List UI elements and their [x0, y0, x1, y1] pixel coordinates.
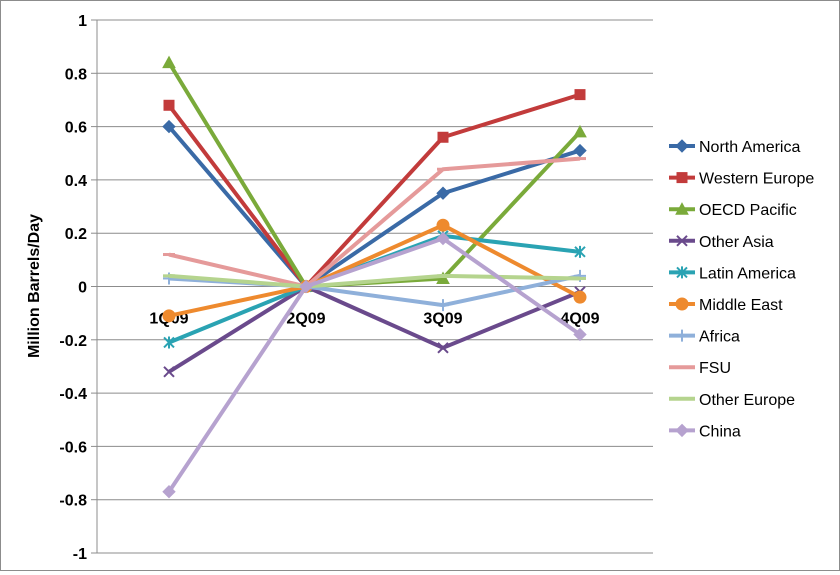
data-point [437, 299, 449, 312]
data-point [436, 186, 450, 200]
legend-label: North America [699, 139, 800, 156]
legend-item: Middle East [669, 297, 783, 314]
series-layer [162, 55, 587, 499]
legend-marker [675, 139, 689, 153]
series-china [162, 231, 587, 499]
y-tick-label: 0.4 [65, 173, 87, 190]
data-point [436, 218, 450, 232]
series-line [167, 92, 581, 289]
legend-marker [676, 235, 688, 247]
data-point [162, 484, 176, 499]
data-point [573, 290, 587, 304]
series-line [167, 125, 581, 289]
legend-label: Latin America [699, 265, 796, 282]
data-point [437, 131, 449, 143]
data-point [162, 119, 176, 134]
legend-item: Other Asia [669, 234, 774, 251]
y-tick-label: -0.8 [59, 493, 87, 510]
series-line [168, 273, 581, 289]
legend-item: FSU [669, 360, 731, 377]
data-point [299, 279, 313, 294]
series-line [167, 284, 581, 374]
series-middle-east [162, 218, 587, 323]
y-tick-label: 0.2 [65, 226, 87, 243]
y-tick-label: -0.4 [59, 386, 87, 403]
data-point [574, 89, 586, 101]
data-point [163, 366, 175, 378]
legend-marker [676, 329, 688, 342]
legend: North America Western Europe OECD Pacific O… [669, 139, 814, 440]
legend-item: Other Europe [669, 392, 795, 409]
legend-marker [675, 202, 689, 215]
data-point [573, 124, 587, 138]
y-tick-label: 0 [78, 280, 87, 297]
series-line [168, 223, 581, 318]
x-tick-label: 4Q09 [560, 311, 599, 328]
data-point [163, 336, 175, 349]
y-axis-label: Million Barrels/Day [26, 214, 43, 358]
y-tick-label: 0.8 [65, 66, 87, 83]
series-line [167, 61, 582, 289]
legend-marker [676, 266, 688, 279]
data-point [162, 309, 176, 323]
legend-label: OECD Pacific [699, 202, 797, 219]
legend-label: Other Europe [699, 392, 795, 409]
legend-label: Africa [699, 329, 740, 346]
legend-item: Africa [669, 329, 740, 346]
y-tick-label: -0.6 [59, 439, 87, 456]
legend-item: Western Europe [669, 171, 814, 188]
y-tick-label: -0.2 [59, 333, 87, 350]
legend-marker [675, 297, 689, 311]
legend-label: China [699, 423, 741, 440]
legend-label: Western Europe [699, 171, 814, 188]
data-point [162, 55, 176, 69]
legend-marker [675, 423, 689, 438]
legend-item: OECD Pacific [669, 202, 797, 219]
axes: -1-0.8-0.6-0.4-0.200.20.40.60.811Q092Q09… [59, 13, 653, 563]
legend-item: Latin America [669, 265, 796, 282]
y-tick-label: -1 [73, 546, 87, 563]
legend-item: North America [669, 139, 800, 156]
y-tick-label: 0.6 [65, 120, 87, 137]
series-line [167, 236, 582, 493]
data-point [574, 245, 586, 258]
data-point [573, 327, 587, 342]
data-point [437, 342, 449, 354]
legend-label: Other Asia [699, 234, 774, 251]
legend-marker [676, 172, 688, 184]
legend-label: Middle East [699, 297, 783, 314]
y-tick-label: 1 [78, 13, 87, 30]
legend-item: China [669, 423, 741, 440]
x-tick-label: 2Q09 [286, 311, 325, 328]
data-point [573, 143, 587, 158]
legend-label: FSU [699, 360, 731, 377]
data-point [163, 99, 175, 111]
series-line [168, 156, 581, 289]
data-point [436, 231, 450, 246]
x-tick-label: 3Q09 [423, 311, 462, 328]
series-other-europe [163, 273, 586, 289]
